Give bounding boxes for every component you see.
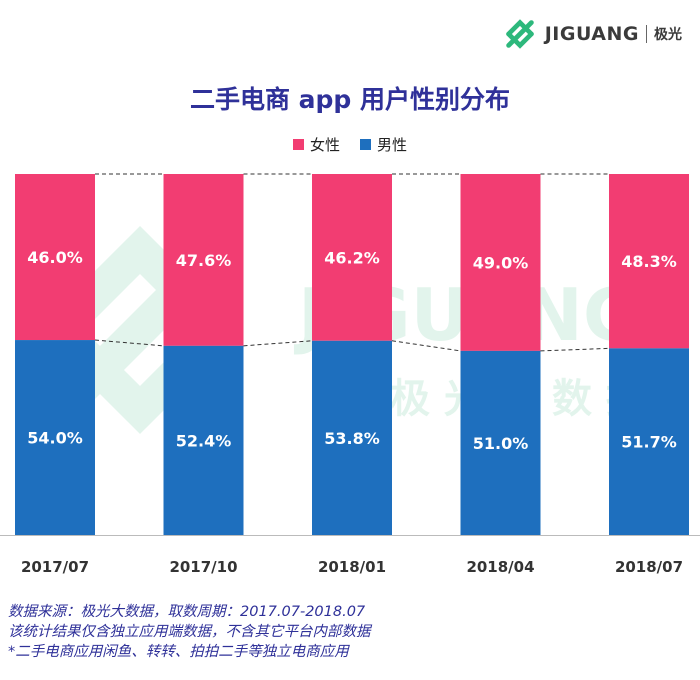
x-tick-label: 2018/07 <box>615 558 683 576</box>
bar-female-2017-07 <box>15 174 95 341</box>
data-label-male: 51.7% <box>621 433 677 452</box>
data-label-male: 53.8% <box>324 429 380 448</box>
chart-title: 二手电商 app 用户性别分布 <box>189 85 511 114</box>
brand-name-cn: 极光 <box>654 27 682 43</box>
data-label-male: 54.0% <box>27 429 83 448</box>
footer-apps-note: *二手电商应用闲鱼、转转、拍拍二手等独立电商应用 <box>8 644 349 660</box>
legend-swatch-male <box>360 139 371 150</box>
data-label-female: 46.2% <box>324 248 380 267</box>
legend-item-male: 男性 <box>360 134 407 155</box>
data-label-female: 49.0% <box>473 253 529 272</box>
bar-male-2018-01 <box>312 340 392 535</box>
legend-swatch-female <box>292 139 304 150</box>
connector-line-split <box>540 347 610 352</box>
data-label-male: 52.4% <box>176 431 232 450</box>
data-label-female: 46.0% <box>27 248 83 267</box>
bar-female-2018-01 <box>312 174 392 341</box>
bar-male-2017-10 <box>163 345 244 535</box>
bar-female-2017-10 <box>163 174 244 346</box>
x-tick-label: 2018/04 <box>466 558 534 576</box>
bar-female-2018-04 <box>460 174 541 351</box>
brand-logo: JIGUANG 极光 <box>501 14 682 54</box>
footer-notes: 数据来源：极光大数据，取数周期：2017.07-2018.07 该统计结果仅含独… <box>8 602 371 662</box>
jiguang-logo-icon <box>505 19 534 49</box>
x-tick-label: 2017/10 <box>169 558 237 576</box>
bar-male-2018-04 <box>460 350 541 535</box>
data-label-female: 47.6% <box>176 251 232 270</box>
data-label-female: 48.3% <box>621 252 677 271</box>
footer-scope-note: 该统计结果仅含独立应用端数据，不含其它平台内部数据 <box>8 624 371 640</box>
connector-line-split <box>94 339 164 347</box>
bar-male-2017-07 <box>15 340 95 535</box>
bar-female-2018-07 <box>609 174 689 349</box>
data-label-male: 51.0% <box>473 434 529 453</box>
x-tick-label: 2018/01 <box>318 558 386 576</box>
brand-separator <box>646 25 647 43</box>
stacked-bar-chart: JIGUANG极光大数据46.0%54.0%2017/0747.6%52.4%2… <box>0 173 700 576</box>
legend-item-female: 女性 <box>292 134 340 155</box>
footer-source: 数据来源：极光大数据，取数周期：2017.07-2018.07 <box>8 604 366 620</box>
connector-line-split <box>391 340 461 352</box>
legend-label-male: 男性 <box>377 136 408 154</box>
bar-male-2018-07 <box>609 348 689 535</box>
legend-label-female: 女性 <box>309 136 340 154</box>
chart-legend: 女性 男性 <box>0 134 700 155</box>
connector-line-split <box>243 340 313 347</box>
x-tick-label: 2017/07 <box>21 558 89 576</box>
brand-name: JIGUANG <box>544 23 639 45</box>
